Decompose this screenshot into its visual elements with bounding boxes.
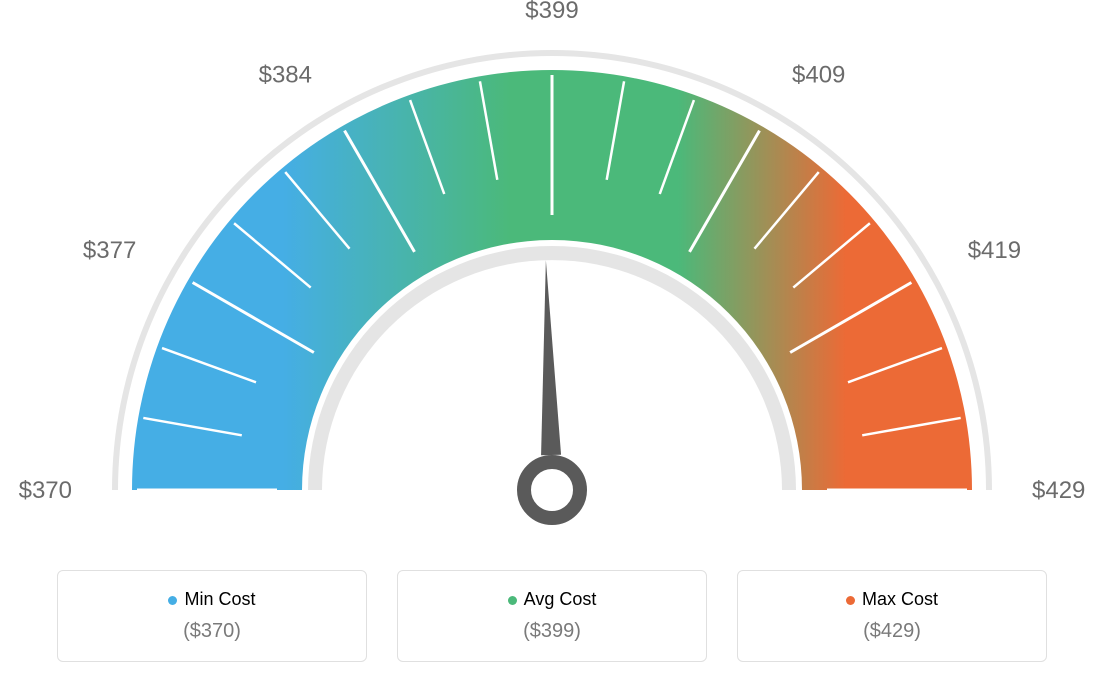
svg-text:$419: $419 <box>968 237 1021 264</box>
legend-row: Min Cost ($370) Avg Cost ($399) Max Cost… <box>0 570 1104 662</box>
gauge-svg: $370 $377 $384 $399 $409 $419 $429 <box>0 0 1104 560</box>
legend-value-max: ($429) <box>748 620 1036 643</box>
svg-text:$377: $377 <box>83 237 136 264</box>
svg-text:$409: $409 <box>792 61 845 88</box>
gauge-chart: $370 $377 $384 $399 $409 $419 $429 <box>0 0 1104 560</box>
legend-label-min: Min Cost <box>68 589 356 610</box>
legend-value-min: ($370) <box>68 620 356 643</box>
svg-text:$370: $370 <box>19 477 72 504</box>
legend-text-avg: Avg Cost <box>524 589 597 609</box>
legend-text-min: Min Cost <box>184 589 255 609</box>
legend-label-max: Max Cost <box>748 589 1036 610</box>
legend-value-avg: ($399) <box>408 620 696 643</box>
legend-label-avg: Avg Cost <box>408 589 696 610</box>
svg-text:$429: $429 <box>1032 477 1085 504</box>
svg-text:$384: $384 <box>259 61 312 88</box>
dot-icon <box>846 596 855 605</box>
legend-card-max: Max Cost ($429) <box>737 570 1047 662</box>
legend-text-max: Max Cost <box>862 589 938 609</box>
svg-text:$399: $399 <box>525 0 578 24</box>
legend-card-avg: Avg Cost ($399) <box>397 570 707 662</box>
dot-icon <box>508 596 517 605</box>
dot-icon <box>168 596 177 605</box>
legend-card-min: Min Cost ($370) <box>57 570 367 662</box>
